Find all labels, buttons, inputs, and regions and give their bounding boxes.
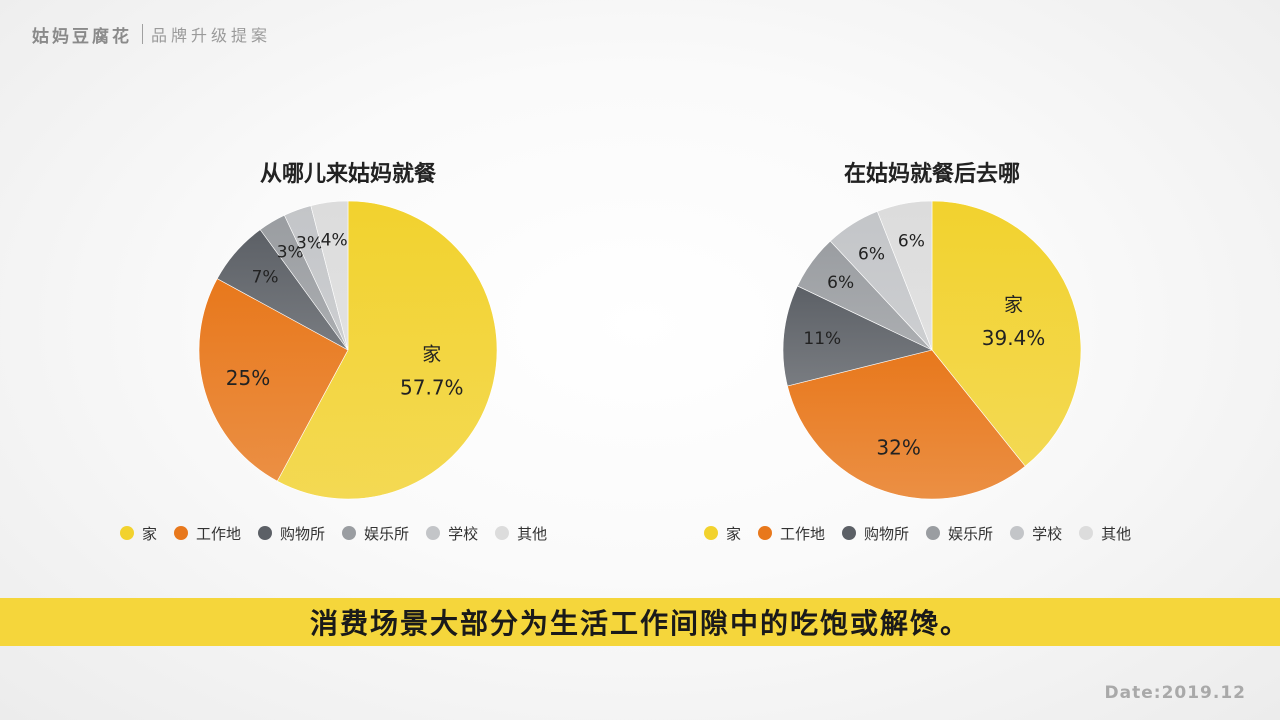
- legend-item: 工作地: [758, 523, 825, 544]
- legend-label: 家: [726, 524, 742, 543]
- legend-swatch: [174, 526, 189, 540]
- legend-swatch: [926, 526, 941, 540]
- conclusion-text: 消费场景大部分为生活工作间隙中的吃饱或解馋。: [309, 607, 970, 640]
- header: 姑妈豆腐花 品牌升级提案: [32, 22, 272, 47]
- pie-svg: 家39.4%32%11%6%6%6%: [782, 200, 1082, 500]
- legend-label: 娱乐所: [948, 524, 994, 543]
- legend-item: 其他: [1079, 523, 1131, 544]
- pie-slice: [198, 278, 349, 482]
- legend-label: 娱乐所: [364, 524, 410, 543]
- slice-value-label: 39.4%: [982, 326, 1046, 350]
- slice-value-label: 3%: [296, 233, 323, 253]
- legend-item: 购物所: [842, 523, 909, 544]
- legend-label: 家: [142, 524, 158, 543]
- legend-label: 学校: [1032, 524, 1063, 543]
- legend-swatch: [842, 526, 857, 540]
- pie-chart-origin: 从哪儿来姑妈就餐 家 57.7% 25% 7% 3% 3% 4%: [148, 150, 548, 550]
- pie-slice: [276, 200, 498, 500]
- slice-value-label: 6%: [827, 273, 854, 293]
- chart-title: 在姑妈就餐后去哪: [843, 162, 1020, 187]
- conclusion-banner: 消费场景大部分为生活工作间隙中的吃饱或解馋。: [0, 598, 1280, 646]
- slice-value-label: 6%: [898, 232, 925, 252]
- legend-item: 其他: [495, 523, 547, 544]
- legend-item: 工作地: [174, 523, 241, 544]
- slice-value-label: 6%: [858, 244, 885, 264]
- brand-name: 姑妈豆腐花: [32, 26, 132, 47]
- legend-item: 娱乐所: [342, 523, 409, 544]
- date-label: Date:2019.12: [1104, 683, 1246, 703]
- legend-item: 娱乐所: [926, 523, 993, 544]
- slice-value-label: 3%: [277, 243, 304, 263]
- legend-swatch: [342, 526, 357, 540]
- legend-swatch: [1010, 526, 1025, 540]
- legend-swatch: [704, 526, 718, 540]
- legend-item: 购物所: [258, 523, 325, 544]
- legend-swatch: [758, 526, 773, 540]
- legend-label: 其他: [517, 524, 548, 543]
- pie-slice: [931, 200, 1082, 467]
- legend-label: 其他: [1101, 524, 1132, 543]
- header-subtitle: 品牌升级提案: [151, 26, 272, 45]
- slice-value-label: 11%: [803, 329, 841, 349]
- pie-slice: [310, 200, 349, 351]
- legend-item: 家: [704, 523, 741, 544]
- pie-svg: 家57.7%25%7%3%3%4%: [198, 200, 498, 500]
- legend-swatch: [495, 526, 510, 540]
- slice-value-label: 7%: [252, 267, 279, 287]
- legend-swatch: [258, 526, 273, 540]
- chart-title: 从哪儿来姑妈就餐: [259, 162, 436, 187]
- legend-item: 学校: [1010, 523, 1062, 544]
- pie-slice: [876, 200, 933, 351]
- legend-label: 购物所: [280, 524, 326, 543]
- slice-value-label: 32%: [876, 435, 920, 459]
- legend-swatch: [1079, 526, 1094, 540]
- slice-category-label: 家: [422, 344, 441, 366]
- pie-slice: [782, 285, 933, 387]
- legend-item: 家: [120, 523, 157, 544]
- legend-label: 工作地: [780, 524, 826, 543]
- legend-label: 学校: [448, 524, 479, 543]
- legend-label: 工作地: [196, 524, 242, 543]
- chart-legend: 家 工作地 购物所 娱乐所 学校 其他: [120, 522, 564, 544]
- legend-label: 购物所: [864, 524, 910, 543]
- header-divider: [142, 24, 143, 44]
- slice-category-label: 家: [1004, 294, 1023, 316]
- slice-value-label: 25%: [226, 366, 270, 390]
- pie-chart-destination: 在姑妈就餐后去哪 家 39.4% 32% 11% 6% 6% 6%: [732, 150, 1132, 550]
- legend-item: 学校: [426, 523, 478, 544]
- legend-swatch: [426, 526, 441, 540]
- slice-value-label: 57.7%: [400, 376, 464, 400]
- legend-swatch: [120, 526, 134, 540]
- slice-value-label: 4%: [321, 231, 348, 251]
- chart-legend: 家 工作地 购物所 娱乐所 学校 其他: [704, 522, 1148, 544]
- pie-slice: [787, 349, 1026, 500]
